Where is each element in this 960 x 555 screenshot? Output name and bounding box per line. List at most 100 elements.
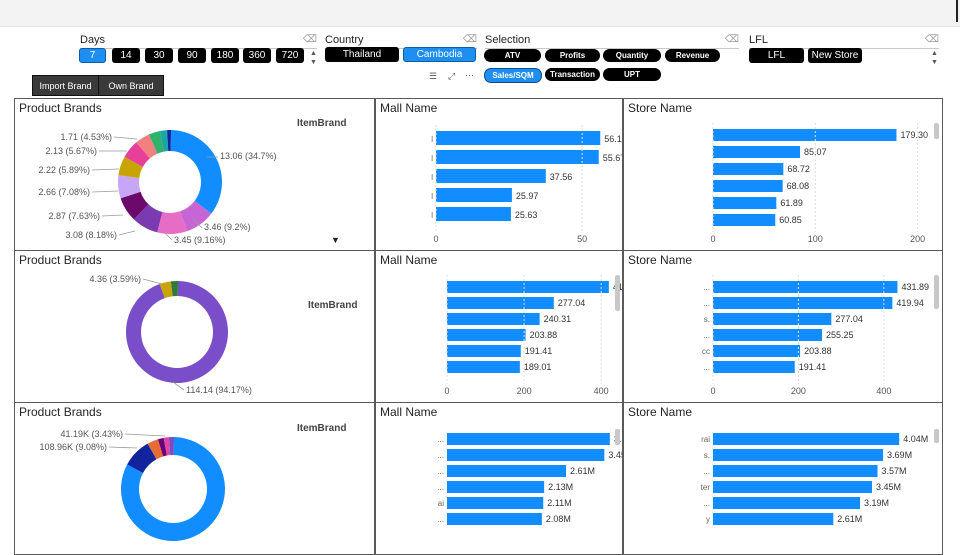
donut-slice[interactable] <box>170 130 223 214</box>
days-option-30[interactable]: 30 <box>145 48 173 63</box>
scrollbar[interactable] <box>615 275 620 311</box>
donut-slice[interactable] <box>121 437 225 541</box>
donut-slice[interactable] <box>124 142 150 168</box>
donut-slice[interactable] <box>133 204 163 233</box>
eraser-icon[interactable]: ⌫ <box>924 34 939 45</box>
donut-slice[interactable] <box>170 281 179 297</box>
bar[interactable] <box>436 169 546 183</box>
donut-slice[interactable] <box>126 281 228 383</box>
selection-option-quantity[interactable]: Quantity <box>603 49 661 62</box>
selection-option-sales-sqm[interactable]: Sales/SQM <box>484 68 542 83</box>
bar[interactable] <box>713 361 795 373</box>
donut-slice[interactable] <box>147 439 164 460</box>
donut-slice[interactable] <box>159 281 173 299</box>
donut-slice[interactable] <box>180 200 212 232</box>
donut-slice[interactable] <box>148 130 164 154</box>
bar[interactable] <box>713 449 884 461</box>
bar[interactable] <box>447 465 567 477</box>
x-tick-label: 200 <box>910 234 925 244</box>
days-scroll-arrows[interactable]: ▲ ▼ <box>310 50 317 66</box>
bar[interactable] <box>436 150 599 164</box>
bar[interactable] <box>447 329 526 341</box>
import-brand-button[interactable]: Import Brand <box>32 75 99 96</box>
bar[interactable] <box>713 465 878 477</box>
bar[interactable] <box>436 131 601 145</box>
legend-title: ItemBrand <box>308 300 358 311</box>
bar[interactable] <box>447 481 545 493</box>
donut-slice[interactable] <box>168 437 175 456</box>
donut-slice[interactable] <box>157 211 188 234</box>
bar[interactable] <box>713 163 784 175</box>
donut-slice[interactable] <box>118 175 141 199</box>
days-option-180[interactable]: 180 <box>211 48 239 63</box>
x-tick-label: 0 <box>444 386 449 396</box>
selection-option-atv[interactable]: ATV <box>484 49 541 62</box>
selection-option-transaction[interactable]: Transaction <box>545 68 600 81</box>
lfl-option-new-store[interactable]: New Store <box>808 48 862 63</box>
bar[interactable] <box>713 433 900 445</box>
donut-slice[interactable] <box>167 130 172 152</box>
days-option-14[interactable]: 14 <box>112 48 140 63</box>
bar[interactable] <box>447 313 540 325</box>
focus-mode-icon[interactable]: ⤢ <box>448 71 456 81</box>
days-option-7[interactable]: 7 <box>79 48 106 63</box>
scrollbar[interactable] <box>934 429 939 443</box>
bar[interactable] <box>713 297 893 309</box>
panel-title: Mall Name <box>380 253 438 267</box>
own-brand-button[interactable]: Own Brand <box>98 75 164 96</box>
donut-slice[interactable] <box>118 156 143 178</box>
bar[interactable] <box>436 207 511 221</box>
x-tick-label: 400 <box>876 386 891 396</box>
selection-option-revenue[interactable]: Revenue <box>665 49 720 62</box>
donut-slice[interactable] <box>157 437 167 457</box>
bar[interactable] <box>713 146 801 158</box>
bar[interactable] <box>713 329 823 341</box>
bar[interactable] <box>447 513 542 525</box>
bar[interactable] <box>447 449 605 461</box>
days-option-360[interactable]: 360 <box>243 48 271 63</box>
bar[interactable] <box>713 481 872 493</box>
more-options-icon[interactable]: ⋯ <box>465 70 474 80</box>
donut-slice[interactable] <box>159 130 169 152</box>
donut-slice[interactable] <box>120 191 149 220</box>
scrollbar[interactable] <box>934 123 939 139</box>
donut-slice[interactable] <box>136 134 158 159</box>
bar[interactable] <box>713 180 783 192</box>
scrollbar[interactable] <box>615 429 620 445</box>
bar[interactable] <box>713 313 832 325</box>
scrollbar[interactable] <box>934 275 939 309</box>
bar[interactable] <box>436 188 512 202</box>
legend-title: ItemBrand <box>297 118 347 129</box>
bar[interactable] <box>447 433 610 445</box>
bar[interactable] <box>447 361 520 373</box>
eraser-icon[interactable]: ⌫ <box>724 34 739 45</box>
days-option-90[interactable]: 90 <box>178 48 206 63</box>
bar[interactable] <box>713 197 777 209</box>
bar[interactable] <box>713 513 834 525</box>
slice-label: 3.45 (9.16%) <box>174 235 226 245</box>
country-option-thailand[interactable]: Thailand <box>325 47 399 62</box>
bar-value-label: 191.41 <box>799 362 827 372</box>
bar[interactable] <box>713 345 801 357</box>
selection-option-upt[interactable]: UPT <box>603 68 661 81</box>
country-option-cambodia[interactable]: Cambodia <box>403 47 476 62</box>
selection-option-profits[interactable]: Profits <box>545 49 600 62</box>
donut-slice[interactable] <box>127 443 157 473</box>
lfl-option-lfl[interactable]: LFL <box>749 48 804 63</box>
bar[interactable] <box>713 497 861 509</box>
bar[interactable] <box>447 297 554 309</box>
eraser-icon[interactable]: ⌫ <box>462 34 477 45</box>
days-option-720[interactable]: 720 <box>276 48 304 63</box>
bar[interactable] <box>447 281 609 293</box>
eraser-icon[interactable]: ⌫ <box>302 34 317 45</box>
filter-icon[interactable]: ☰ <box>429 71 438 81</box>
bar[interactable] <box>447 345 521 357</box>
bar[interactable] <box>713 214 776 226</box>
bar[interactable] <box>713 281 898 293</box>
caret-down-icon[interactable]: ▼ <box>331 235 340 245</box>
bar[interactable] <box>447 497 544 509</box>
donut-slice[interactable] <box>163 437 171 456</box>
category-label: l <box>431 154 433 163</box>
bar[interactable] <box>713 129 897 141</box>
lfl-scroll-arrows[interactable]: ▲ ▼ <box>931 50 938 66</box>
